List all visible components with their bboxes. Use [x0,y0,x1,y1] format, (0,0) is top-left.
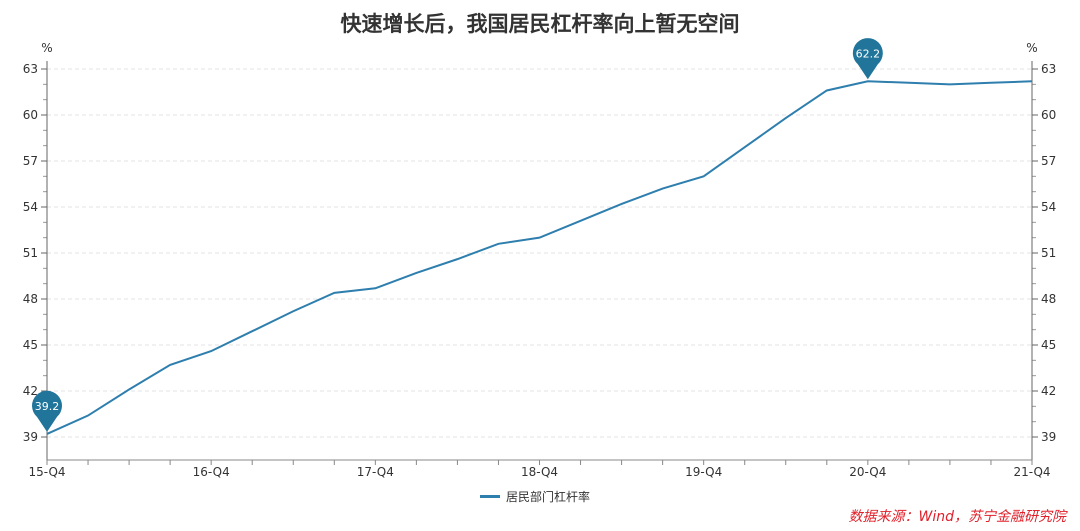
y-unit-right: % [1026,41,1037,55]
y-tick-label-right: 48 [1041,292,1056,306]
y-tick-label-left: 39 [23,430,38,444]
y-tick-label-right: 60 [1041,108,1056,122]
x-tick-label: 18-Q4 [521,465,558,479]
pin-marker-max [852,38,883,80]
y-tick-label-left: 60 [23,108,38,122]
x-tick-label: 19-Q4 [685,465,722,479]
y-tick-label-right: 51 [1041,246,1056,260]
y-tick-label-left: 63 [23,62,38,76]
chart-title: 快速增长后，我国居民杠杆率向上暂无空间 [340,12,740,36]
pin-marker-min [32,390,62,432]
x-tick-label: 16-Q4 [193,465,230,479]
legend-label: 居民部门杠杆率 [506,490,591,504]
y-tick-label-left: 57 [23,154,38,168]
y-tick-label-left: 51 [23,246,38,260]
y-tick-label-right: 57 [1041,154,1056,168]
y-tick-label-left: 48 [23,292,38,306]
pin-label-min: 39.2 [35,400,60,413]
legend[interactable]: 居民部门杠杆率 [480,488,590,505]
y-unit-left: % [41,41,52,55]
y-tick-label-right: 54 [1041,200,1056,214]
y-tick-label-left: 45 [23,338,38,352]
x-tick-label: 21-Q4 [1013,465,1050,479]
y-tick-label-left: 54 [23,200,38,214]
y-tick-label-right: 63 [1041,62,1056,76]
x-tick-label: 20-Q4 [849,465,886,479]
legend-swatch [480,495,500,498]
source-note: 数据来源：Wind，苏宁金融研究院 [848,509,1067,525]
y-tick-label-right: 39 [1041,430,1056,444]
x-tick-label: 17-Q4 [357,465,394,479]
y-tick-label-right: 42 [1041,384,1056,398]
series-line [46,80,1033,435]
pin-label-max: 62.2 [856,47,881,60]
y-tick-label-right: 45 [1041,338,1056,352]
x-tick-label: 15-Q4 [28,465,65,479]
y-tick-label-left: 42 [23,384,38,398]
